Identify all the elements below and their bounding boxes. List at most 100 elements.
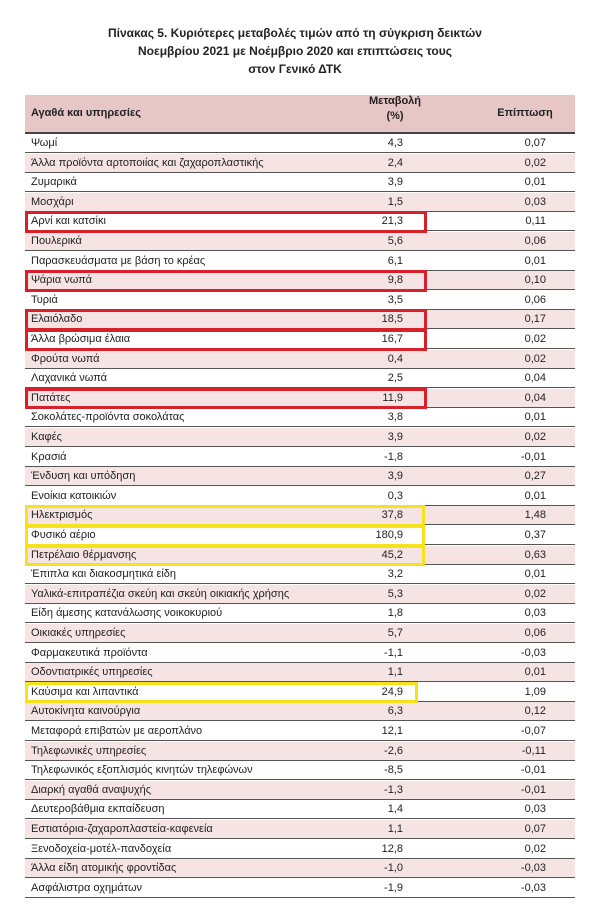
item-name: Πατάτες bbox=[31, 391, 71, 404]
item-name: Καύσιμα και λιπαντικά bbox=[31, 685, 139, 698]
impact-value: 0,01 bbox=[524, 489, 546, 502]
table-row bbox=[25, 722, 575, 741]
item-name: Πουλερικά bbox=[31, 235, 82, 247]
change-value: 1,5 bbox=[387, 195, 403, 208]
change-value: 0,4 bbox=[387, 352, 403, 365]
impact-value: 0,03 bbox=[524, 803, 546, 816]
change-value: -1,8 bbox=[384, 450, 403, 463]
impact-value: 0,02 bbox=[524, 842, 546, 855]
impact-value: 0,06 bbox=[524, 235, 546, 247]
change-value: -1,9 bbox=[384, 881, 403, 894]
item-name: Άλλα προϊόντα αρτοποιίας και ζαχαροπλαστ… bbox=[31, 156, 264, 169]
table-row bbox=[25, 604, 575, 624]
table-row bbox=[25, 173, 575, 193]
change-value: 21,3 bbox=[381, 215, 403, 228]
change-value: 3,9 bbox=[387, 431, 403, 443]
table-row bbox=[25, 486, 575, 506]
impact-value: 0,02 bbox=[524, 333, 546, 345]
impact-value: 0,01 bbox=[524, 411, 546, 424]
change-value: 1,8 bbox=[387, 607, 403, 620]
impact-value: 0,63 bbox=[524, 548, 546, 561]
impact-value: 0,02 bbox=[524, 352, 546, 365]
change-value: 45,2 bbox=[381, 548, 403, 561]
change-value: 5,7 bbox=[387, 627, 403, 639]
impact-value: -0,03 bbox=[520, 862, 546, 875]
change-value: 180,9 bbox=[375, 529, 403, 541]
table-row bbox=[25, 878, 575, 898]
yellow-highlight bbox=[25, 544, 425, 567]
red-highlight bbox=[25, 211, 427, 233]
table-row bbox=[25, 761, 575, 781]
impact-value: -0,03 bbox=[520, 646, 546, 659]
impact-value: 0,27 bbox=[524, 470, 546, 483]
impact-value: -0,01 bbox=[520, 764, 546, 777]
title-line: στον Γενικό ΔΤΚ bbox=[248, 62, 342, 76]
header-row bbox=[25, 95, 575, 134]
table-row bbox=[25, 134, 575, 153]
change-value: 16,7 bbox=[381, 333, 403, 345]
item-name: Ψωμί bbox=[31, 137, 58, 149]
table-row bbox=[25, 780, 575, 800]
header-cell: Μεταβολή bbox=[368, 95, 422, 107]
red-highlight bbox=[25, 270, 427, 292]
yellow-highlight bbox=[25, 681, 418, 704]
change-value: 2,5 bbox=[387, 372, 403, 385]
impact-value: -0,01 bbox=[520, 450, 546, 463]
item-name: Ψάρια νωπά bbox=[31, 274, 92, 287]
item-name: Άλλα είδη ατομικής φροντίδας bbox=[31, 862, 177, 875]
impact-value: 1,09 bbox=[524, 685, 546, 698]
impact-value: 1,48 bbox=[524, 509, 546, 522]
impact-value: 0,12 bbox=[524, 705, 546, 718]
item-name: Φυσικό αέριο bbox=[31, 529, 96, 541]
table-row bbox=[25, 232, 575, 251]
table-row bbox=[25, 800, 575, 820]
impact-value: 0,01 bbox=[524, 666, 546, 679]
item-name: Ελαιόλαδο bbox=[31, 313, 83, 326]
impact-value: 0,02 bbox=[524, 587, 546, 600]
impact-value: 0,02 bbox=[524, 156, 546, 169]
impact-value: 0,10 bbox=[524, 274, 546, 287]
change-value: 18,5 bbox=[381, 313, 403, 326]
impact-value: -0,01 bbox=[520, 783, 546, 796]
item-name: Φρούτα νωπά bbox=[31, 352, 100, 365]
change-value: -2,6 bbox=[384, 744, 403, 757]
header-cell: (%) bbox=[386, 110, 404, 122]
item-name: Οικιακές υπηρεσίες bbox=[31, 627, 126, 639]
item-name: Άλλα βρώσιμα έλαια bbox=[31, 333, 131, 345]
table-row bbox=[25, 251, 575, 271]
item-name: Τηλεφωνικές υπηρεσίες bbox=[31, 744, 147, 757]
change-value: 1,1 bbox=[387, 666, 403, 679]
item-name: Μεταφορά επιβατών με αεροπλάνο bbox=[31, 725, 203, 737]
red-highlight bbox=[25, 309, 427, 331]
change-value: 9,8 bbox=[387, 274, 403, 287]
impact-value: 0,01 bbox=[524, 254, 546, 267]
title-line: Πίνακας 5. Κυριότερες μεταβολές τιμών απ… bbox=[108, 26, 482, 40]
impact-value: 0,17 bbox=[524, 313, 546, 326]
table-row bbox=[25, 408, 575, 428]
table-row bbox=[25, 663, 575, 683]
item-name: Αυτοκίνητα καινούργια bbox=[31, 705, 141, 718]
change-value: 3,9 bbox=[387, 470, 403, 483]
change-value: -1,0 bbox=[384, 862, 403, 875]
table-row bbox=[25, 565, 575, 585]
item-name: Καφές bbox=[31, 431, 62, 443]
impact-value: 0,11 bbox=[525, 215, 546, 228]
change-value: 6,1 bbox=[387, 254, 403, 267]
change-value: 1,4 bbox=[387, 803, 403, 816]
table-row bbox=[25, 584, 575, 604]
change-value: 12,1 bbox=[381, 725, 403, 737]
item-name: Ασφάλιστρα οχημάτων bbox=[31, 881, 143, 894]
table-row bbox=[25, 369, 575, 389]
change-value: 24,9 bbox=[381, 685, 403, 698]
change-value: 3,5 bbox=[387, 293, 403, 306]
change-value: 37,8 bbox=[381, 509, 403, 522]
table-row bbox=[25, 290, 575, 310]
red-highlight bbox=[25, 329, 427, 351]
item-name: Αρνί και κατσίκι bbox=[31, 215, 106, 228]
impact-value: 0,04 bbox=[524, 372, 546, 385]
item-name: Πετρέλαιο θέρμανσης bbox=[31, 548, 137, 561]
impact-value: -0,11 bbox=[521, 744, 546, 757]
table-row bbox=[25, 643, 575, 663]
red-highlight bbox=[25, 387, 427, 410]
